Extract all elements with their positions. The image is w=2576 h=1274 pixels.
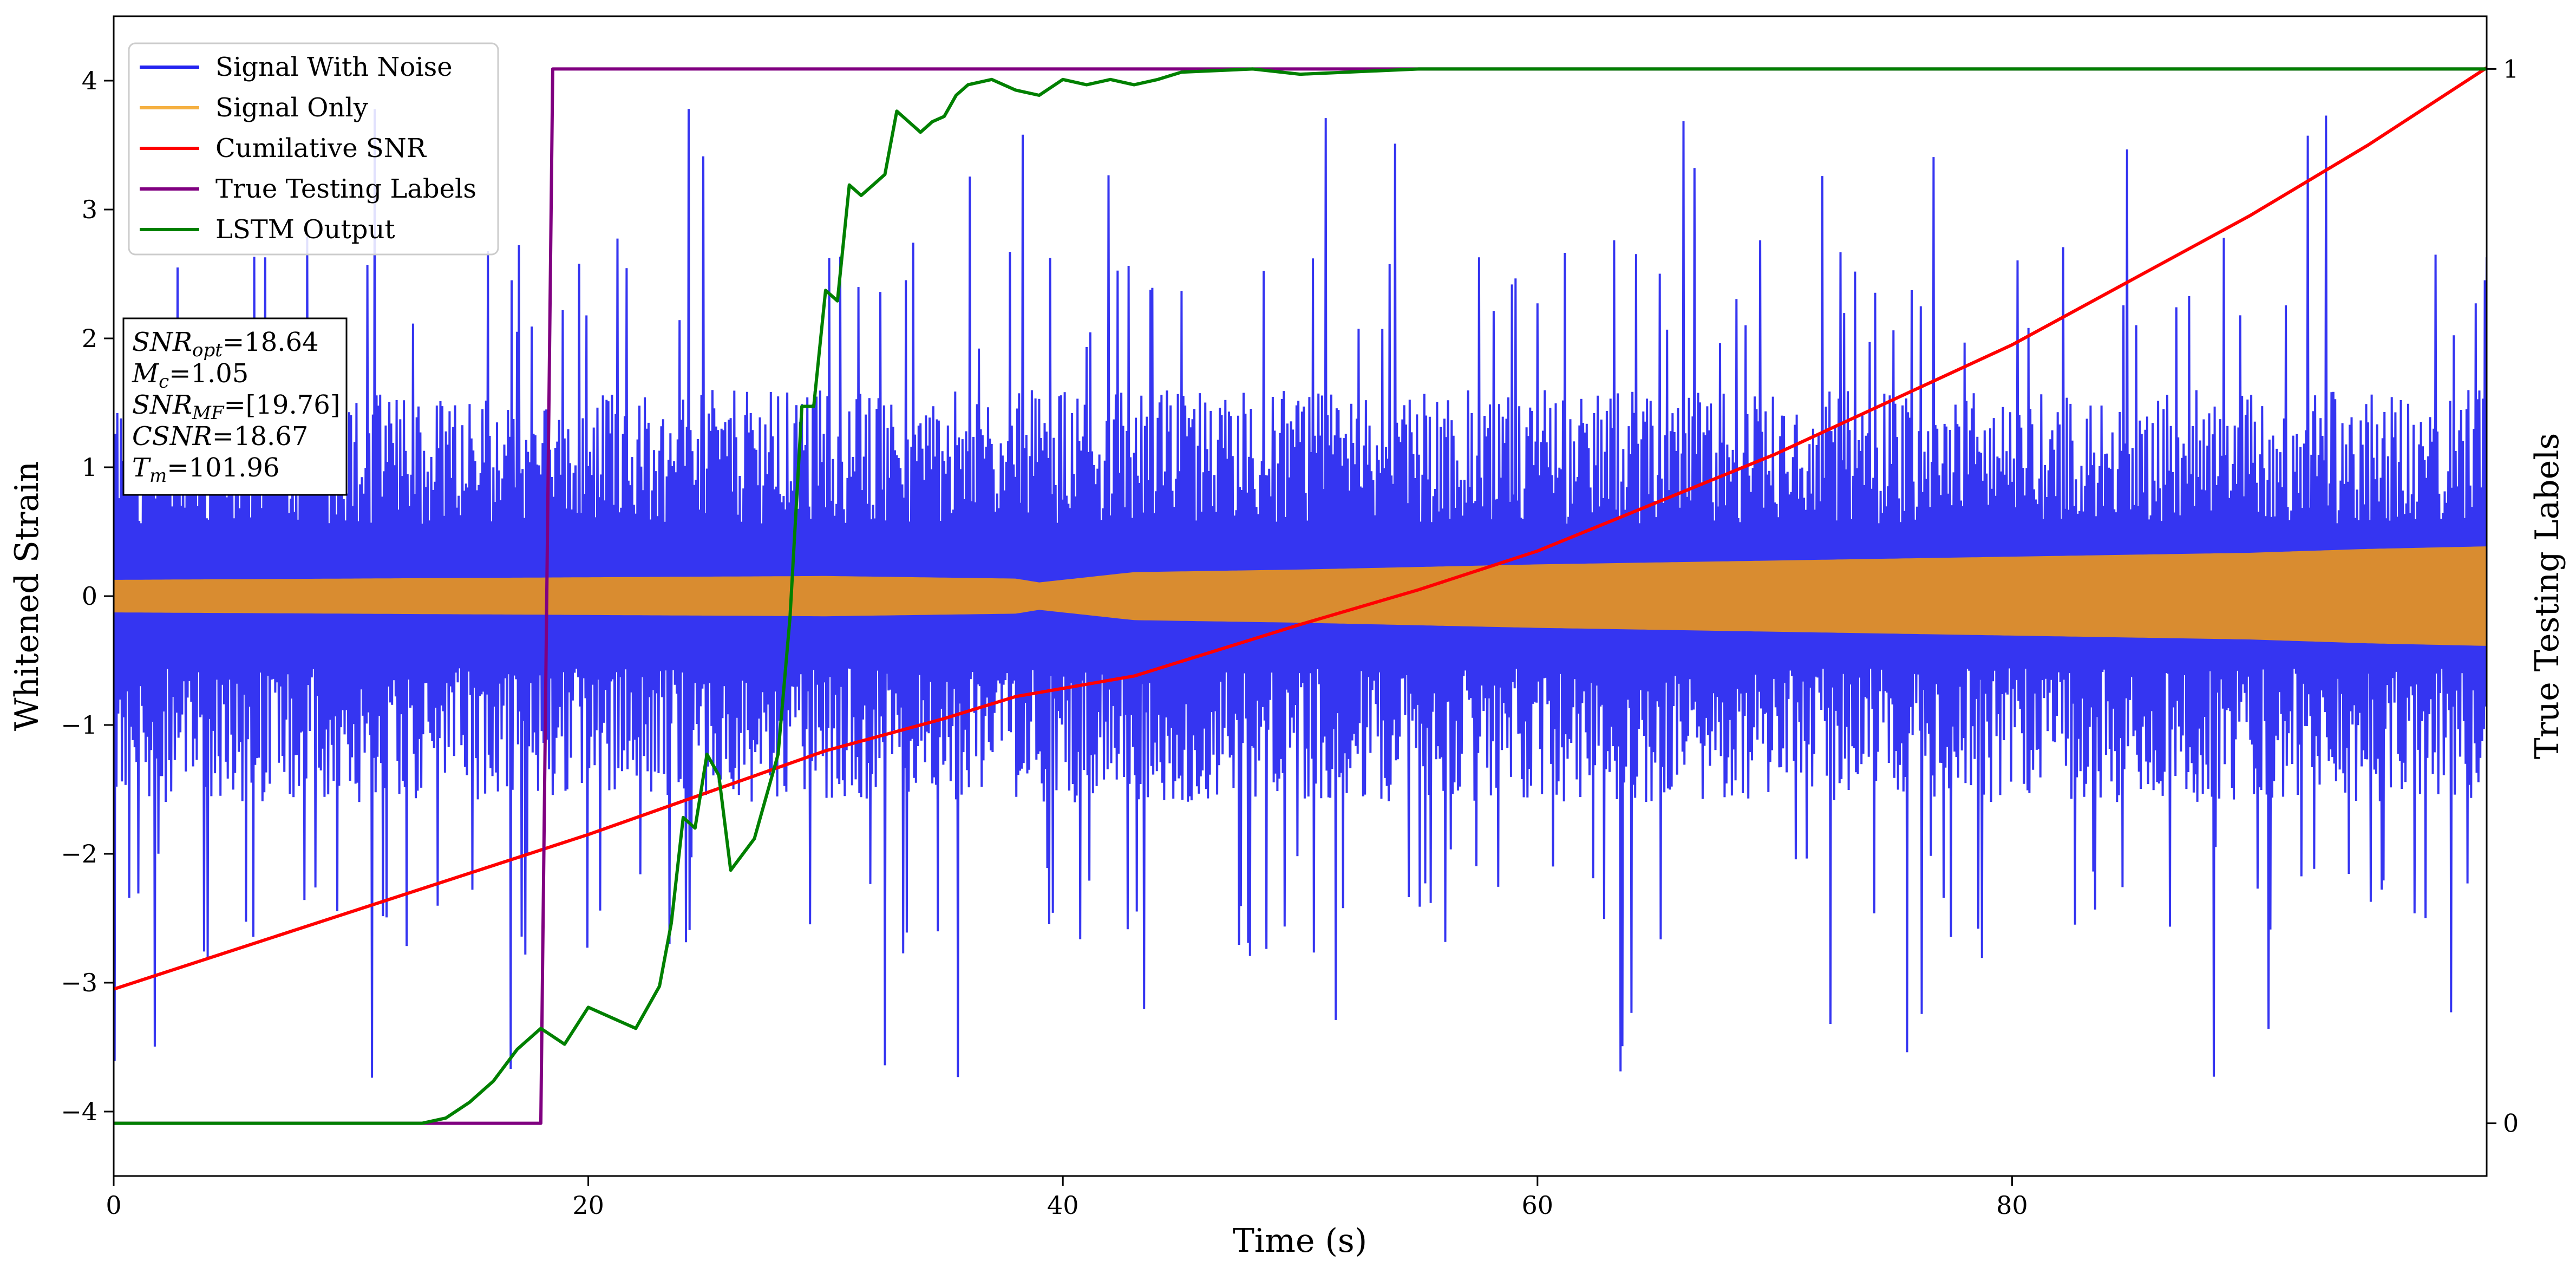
x-tick-label: 0 (106, 1191, 121, 1220)
y-tick-label: 0 (82, 582, 97, 611)
legend-entry-label: Signal Only (215, 93, 368, 123)
annotation-frame (122, 317, 348, 496)
x-axis-label: Time (s) (1233, 1222, 1367, 1260)
legend-entry-label: True Testing Labels (215, 174, 476, 204)
x-tick-label: 20 (572, 1191, 604, 1220)
x-tick-label: 40 (1047, 1191, 1079, 1220)
y-right-tick-label: 0 (2503, 1109, 2519, 1138)
y-tick-label: −4 (61, 1097, 97, 1126)
series-layer (114, 66, 2487, 1125)
legend: Signal With Noise Signal Only Cumilative S… (128, 42, 499, 256)
y-tick-label: −3 (61, 968, 97, 997)
series-lstm-output (114, 67, 2487, 1125)
annotation-line: CSNR=18.67 (132, 421, 308, 452)
y-tick-label: −2 (61, 839, 97, 868)
y-axis-label-right: True Testing Labels (2528, 433, 2566, 760)
y-tick-label: 1 (82, 453, 97, 482)
series-cumilative-snr (114, 66, 2487, 991)
y-tick-label: 2 (82, 324, 97, 353)
y-right-tick-label: 1 (2503, 54, 2519, 83)
annotation-line: SNRMF=[19.76] (132, 390, 341, 424)
series-signal-only (114, 546, 2487, 646)
y-tick-label: −1 (61, 710, 97, 740)
y-tick-label: 4 (82, 66, 97, 95)
x-tick-label: 60 (1522, 1191, 1554, 1220)
y-tick-label: 3 (82, 195, 97, 224)
legend-entry-label: Cumilative SNR (215, 133, 427, 164)
stats-annotation-box: SNRopt=18.64Mc=1.05SNRMF=[19.76]CSNR=18.… (122, 317, 348, 496)
legend-entry-label: Signal With Noise (215, 52, 453, 82)
annotation-line: Tm=101.96 (132, 453, 279, 487)
x-tick-label: 80 (1996, 1191, 2028, 1220)
y-axis-label: Whitened Strain (8, 461, 46, 731)
annotation-line: Mc=1.05 (132, 358, 249, 393)
legend-entry-label: LSTM Output (215, 214, 395, 245)
legend-frame (128, 42, 499, 256)
annotation-line: SNRopt=18.64 (132, 327, 319, 361)
